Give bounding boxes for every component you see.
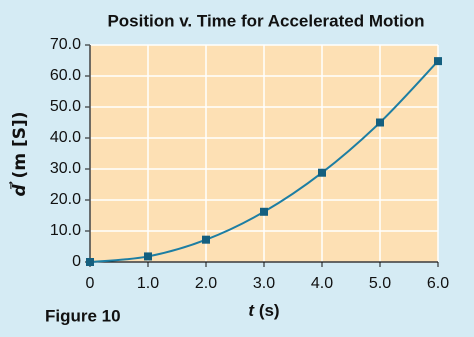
- y-unit: (m [S]): [10, 111, 30, 178]
- x-tick-label: 4.0: [311, 275, 333, 292]
- y-tick-label: 40.0: [50, 129, 81, 146]
- marker: [318, 168, 326, 177]
- y-tick-label: 50.0: [50, 98, 81, 115]
- x-tick-label: 1.0: [137, 275, 159, 292]
- y-tick-label: 20.0: [50, 191, 81, 208]
- x-tick-label: 5.0: [369, 275, 391, 292]
- marker: [376, 118, 384, 127]
- x-symbol: t: [248, 301, 255, 320]
- x-axis-label: t (s): [248, 301, 279, 320]
- x-tick-label: 0: [86, 275, 95, 292]
- x-tick-label: 2.0: [195, 275, 217, 292]
- y-tick-label: 30.0: [50, 160, 81, 177]
- marker: [86, 258, 94, 266]
- marker: [202, 235, 210, 244]
- figure-caption: Figure 10: [45, 306, 121, 325]
- y-tick-label: 60.0: [50, 67, 81, 84]
- chart-title: Position v. Time for Accelerated Motion: [107, 11, 424, 30]
- y-tick-label: 10.0: [50, 222, 81, 239]
- marker: [260, 207, 268, 216]
- marker: [144, 252, 152, 261]
- y-tick-label: 0: [72, 253, 81, 270]
- x-tick-label: 3.0: [253, 275, 275, 292]
- x-unit: (s): [259, 301, 280, 320]
- marker: [434, 57, 442, 66]
- x-tick-label: 6.0: [427, 275, 449, 292]
- y-symbol: d⃗: [8, 181, 30, 197]
- y-axis-label: d⃗ (m [S]): [8, 111, 30, 196]
- y-tick-label: 70.0: [50, 36, 81, 53]
